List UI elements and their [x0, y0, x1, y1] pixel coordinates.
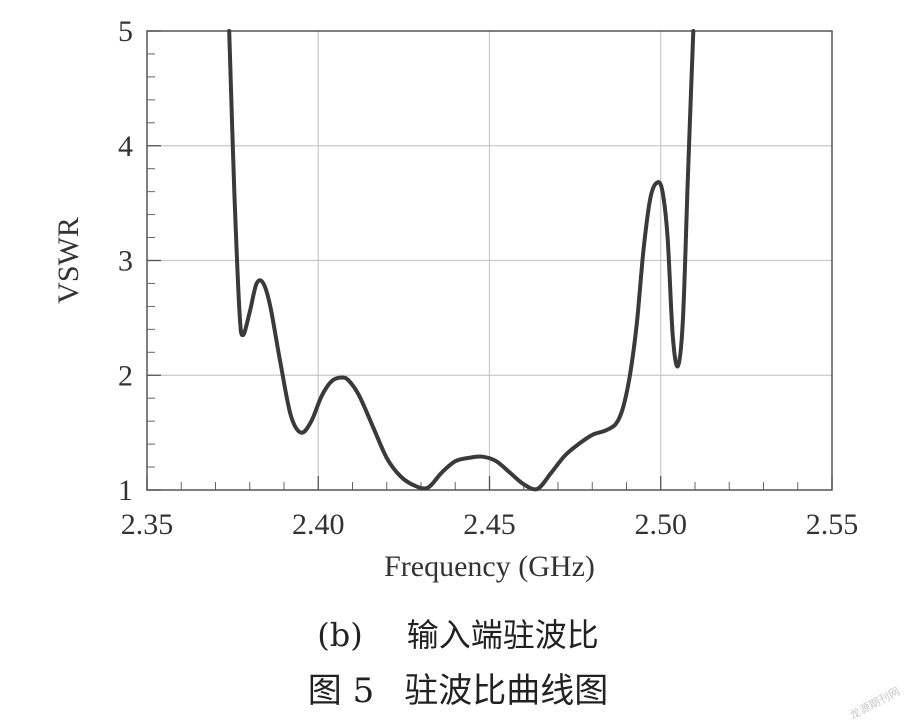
x-tick-label: 2.40 — [292, 508, 345, 541]
grid-lines — [147, 31, 832, 490]
x-tick-label: 2.35 — [121, 508, 174, 541]
figure-caption: 图 5 驻波比曲线图 — [0, 663, 916, 712]
y-tick-label: 3 — [118, 245, 133, 278]
series-line — [227, 29, 696, 492]
x-axis-label: Frequency (GHz) — [384, 550, 595, 583]
subfigure-caption: (b) 输入端驻波比 — [0, 610, 916, 656]
x-tick-label: 2.45 — [463, 508, 516, 541]
figure-label: 图 5 — [307, 671, 375, 711]
x-tick-label: 2.50 — [635, 508, 688, 541]
figure-title: 驻波比曲线图 — [404, 671, 609, 711]
vswr-chart: 2.35 2.40 2.45 2.50 2.55 1 2 3 4 5 Frequency (GH… — [52, 15, 859, 583]
y-tick-label: 2 — [118, 359, 133, 392]
y-axis-label: VSWR — [52, 217, 85, 304]
y-tick-labels: 1 2 3 4 5 — [118, 15, 133, 507]
subfigure-title: 输入端驻波比 — [406, 616, 599, 654]
plot-frame — [146, 30, 833, 491]
x-tick-labels: 2.35 2.40 2.45 2.50 2.55 — [121, 508, 859, 541]
y-tick-label: 4 — [118, 130, 133, 163]
y-tick-label: 1 — [118, 474, 133, 507]
x-tick-label: 2.55 — [806, 508, 859, 541]
subfigure-label: (b) — [317, 616, 363, 654]
y-tick-label: 5 — [118, 15, 133, 48]
